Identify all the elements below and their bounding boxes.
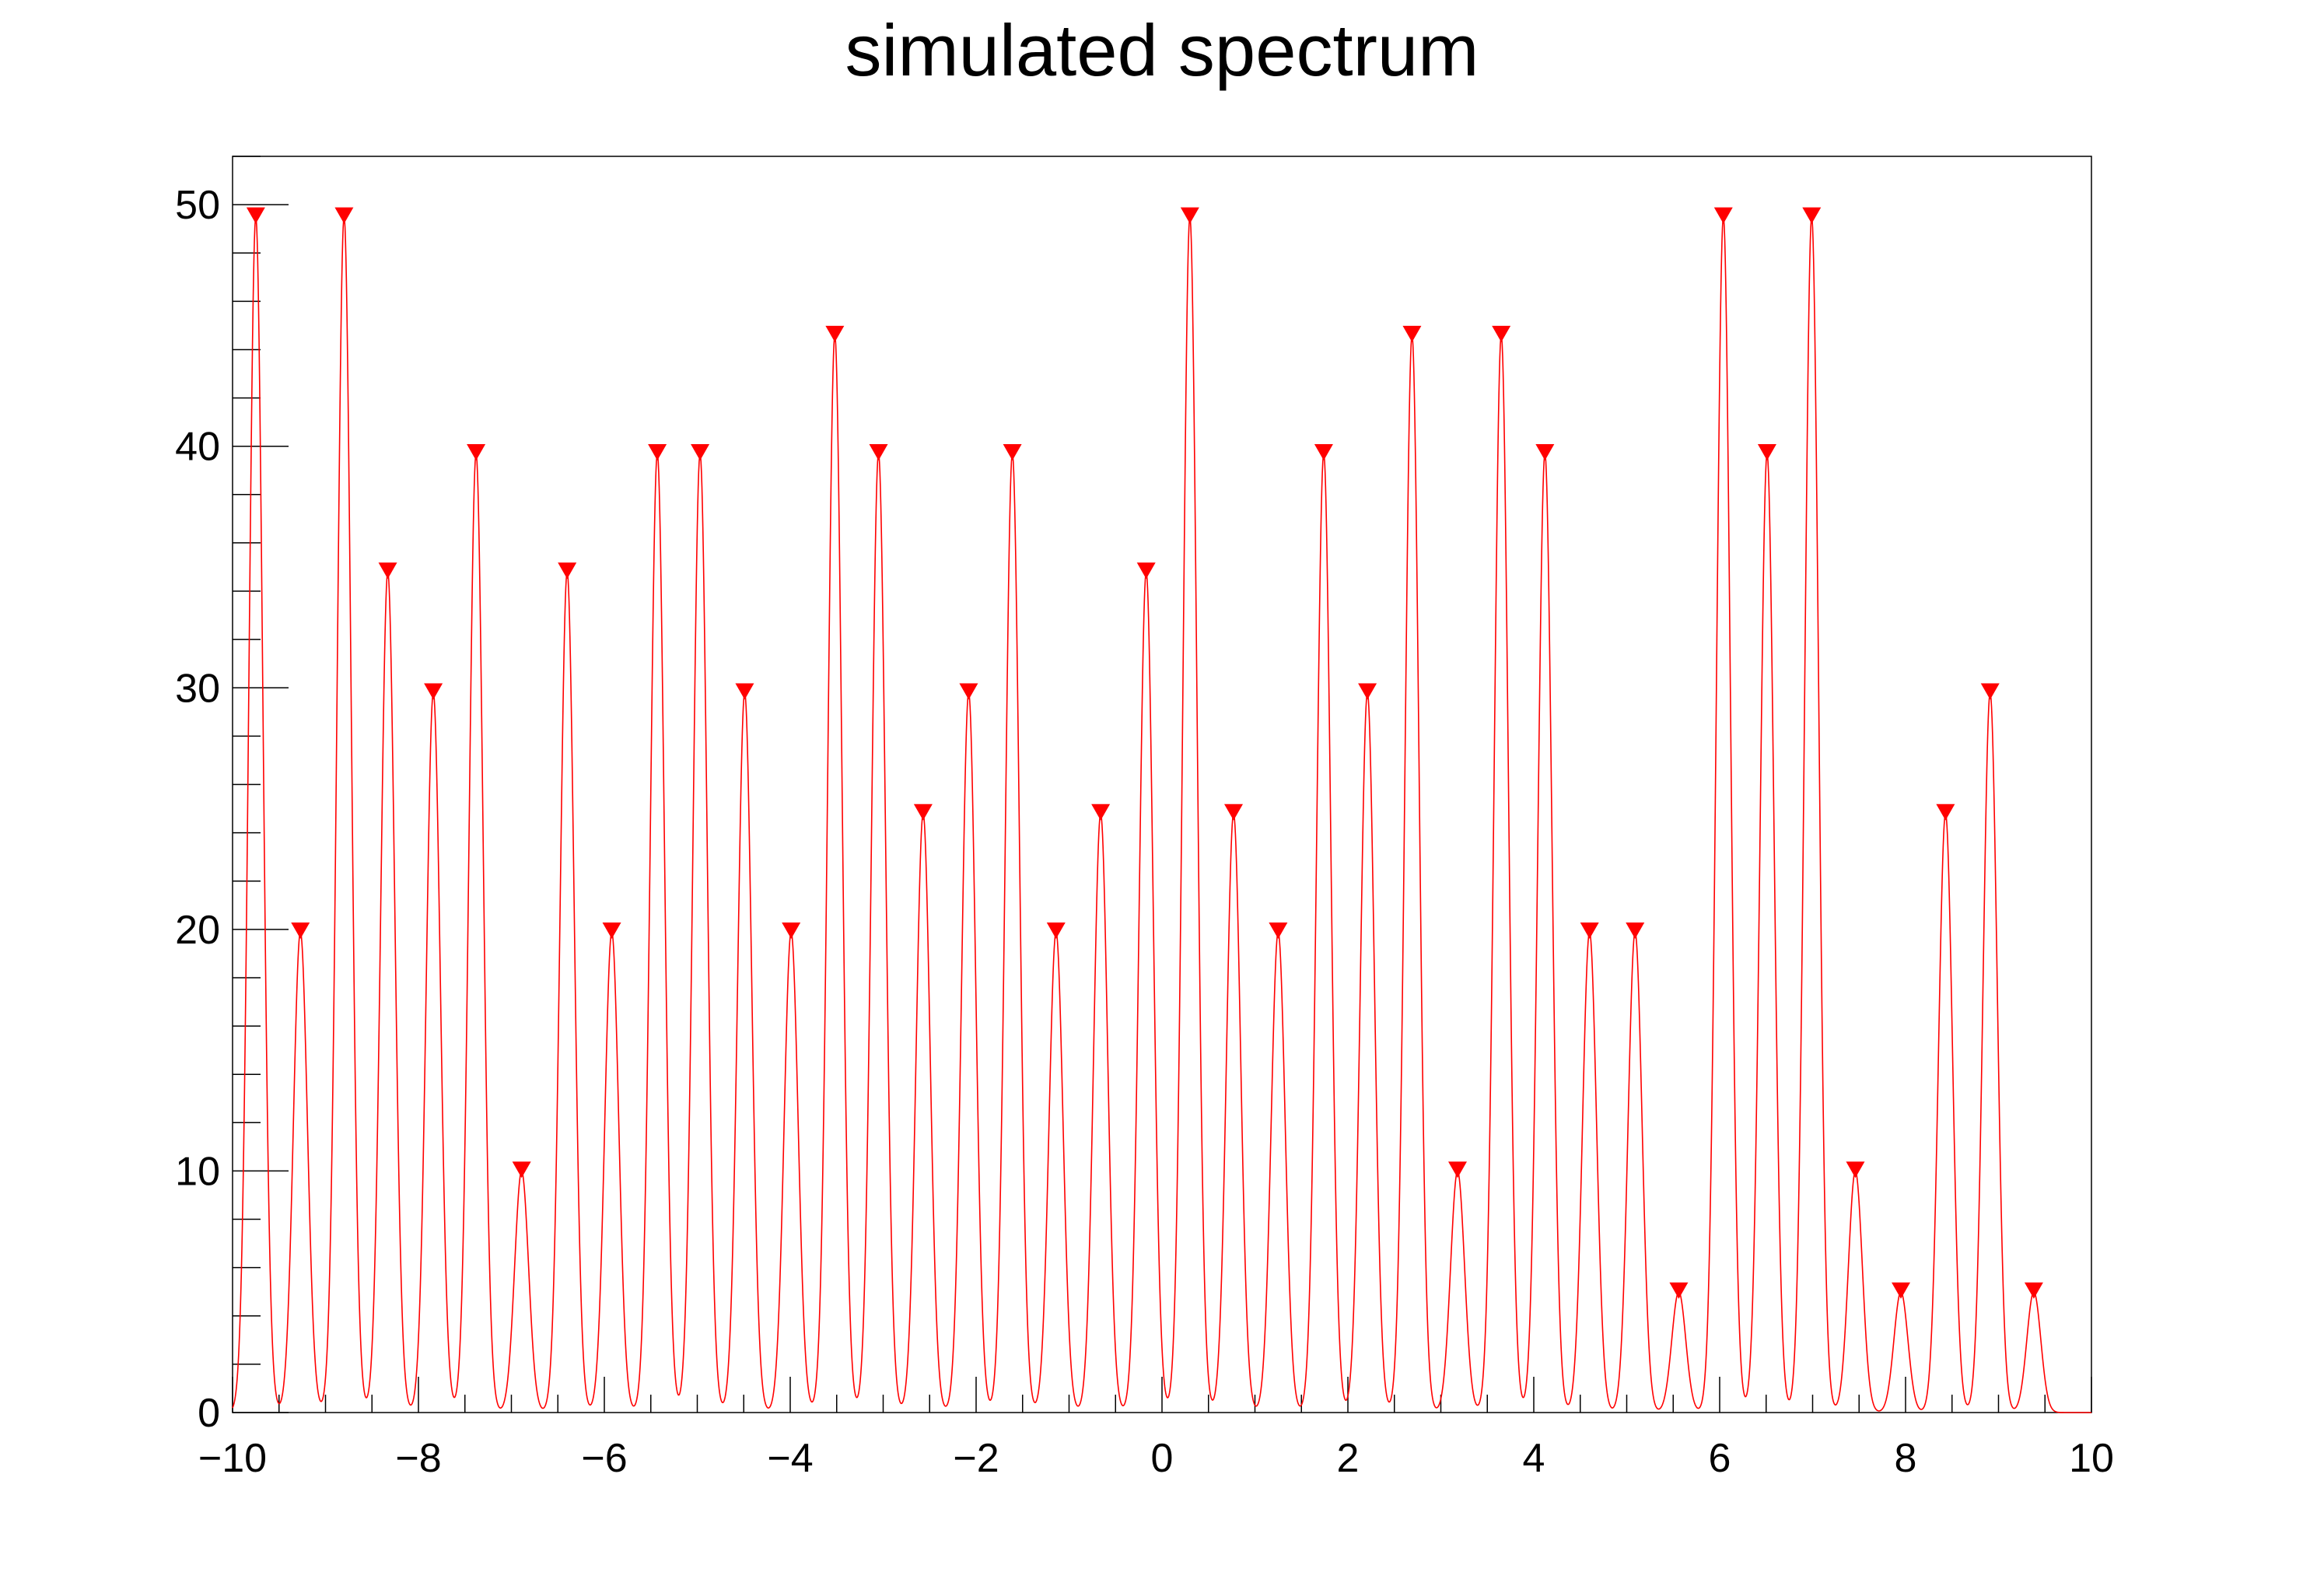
peak-marker [2024,1282,2043,1299]
peak-marker [1980,683,2000,700]
x-tick-label: 6 [1709,1436,1731,1481]
peak-marker [648,444,667,461]
peak-marker [1802,207,1822,224]
peak-marker [424,683,443,700]
peak-marker [1224,804,1244,821]
peak-marker [246,207,265,224]
peak-marker [1358,683,1377,700]
peak-marker [1626,922,1645,939]
y-tick-label: 20 [175,908,220,953]
peak-marker [735,683,754,700]
y-tick-label: 30 [175,666,220,711]
y-tick-label: 50 [175,183,220,228]
peak-marker [1892,1282,1911,1299]
peak-marker [1448,1161,1468,1178]
peak-marker [959,683,978,700]
x-tick-label: 0 [1151,1436,1174,1481]
peak-marker [1580,922,1599,939]
peak-marker [1314,444,1333,461]
spectrum-line [232,215,2092,1413]
peak-marker [1091,804,1111,821]
peak-marker [1269,922,1288,939]
y-axis: 0 10 20 30 40 50 [175,156,289,1436]
peak-markers [246,207,2043,1299]
peak-marker [869,444,888,461]
peak-marker [1136,562,1156,579]
peak-marker [1402,325,1422,342]
peak-marker [467,444,486,461]
peak-marker [1669,1282,1689,1299]
peak-marker [512,1161,531,1178]
x-axis: −10 −8 −6 −4 −2 0 2 4 6 8 10 [198,1377,2114,1481]
x-tick-label: −2 [953,1436,999,1481]
y-tick-label: 0 [198,1391,220,1436]
x-tick-label: 2 [1337,1436,1360,1481]
x-tick-label: −6 [581,1436,627,1481]
peak-marker [602,922,621,939]
peak-marker [1846,1161,1865,1178]
peak-marker [558,562,577,579]
peak-marker [1713,207,1733,224]
peak-marker [1003,444,1022,461]
x-tick-label: 4 [1523,1436,1545,1481]
peak-marker [1046,922,1066,939]
plot-frame [232,156,2092,1413]
x-tick-label: 8 [1895,1436,1917,1481]
peak-marker [782,922,801,939]
y-tick-label: 40 [175,425,220,470]
x-tick-label: −8 [395,1436,441,1481]
x-tick-label: −4 [767,1436,813,1481]
peak-marker [1535,444,1555,461]
peak-marker [1757,444,1776,461]
peak-marker [378,562,397,579]
y-tick-label: 10 [175,1149,220,1194]
x-tick-label: 10 [2069,1436,2114,1481]
peak-marker [691,444,710,461]
peak-marker [334,207,354,224]
peak-marker [913,804,933,821]
peak-marker [825,325,845,342]
peak-marker [1492,325,1511,342]
peak-marker [1180,207,1199,224]
x-tick-label: −10 [198,1436,267,1481]
spectrum-series [232,215,2092,1413]
chart-title: simulated spectrum [845,9,1479,91]
peak-marker [1936,804,1955,821]
peak-marker [291,922,310,939]
